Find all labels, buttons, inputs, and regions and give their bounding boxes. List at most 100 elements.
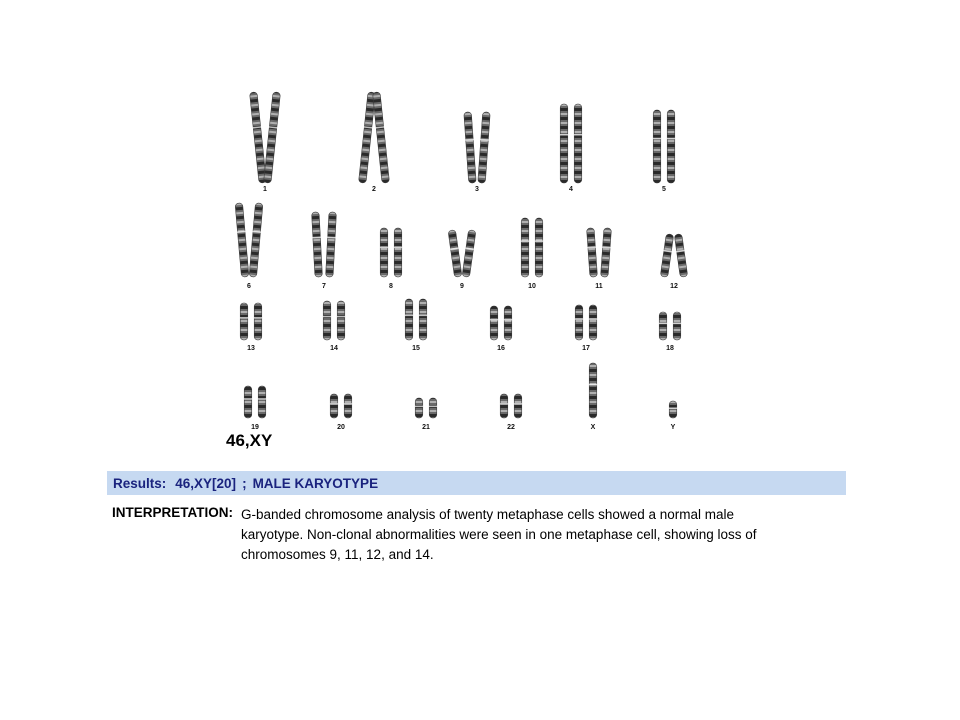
chromosome bbox=[336, 300, 346, 341]
chromosome-pair-4 bbox=[559, 103, 583, 184]
chromosome bbox=[573, 103, 583, 184]
centromere bbox=[513, 403, 523, 405]
chromosome-pair-18 bbox=[658, 311, 682, 341]
centromere bbox=[404, 314, 414, 317]
chromosome-label: 15 bbox=[412, 345, 420, 352]
centromere bbox=[652, 137, 662, 140]
chromosome bbox=[652, 109, 662, 184]
chromosome-label: 19 bbox=[251, 424, 259, 431]
centromere bbox=[327, 236, 336, 239]
chromosome-label: 20 bbox=[337, 424, 345, 431]
chromosome bbox=[559, 103, 569, 184]
chromosome bbox=[393, 227, 403, 278]
chromosome-label: 14 bbox=[330, 345, 338, 352]
centromere bbox=[257, 398, 267, 400]
chromosome bbox=[660, 233, 674, 278]
centromere bbox=[414, 405, 424, 408]
centromere bbox=[379, 246, 389, 249]
chromosome bbox=[477, 111, 491, 184]
chromosome-pairs bbox=[235, 91, 688, 419]
chromosome-pair-6 bbox=[235, 202, 263, 278]
chromosome-pair-5 bbox=[652, 109, 676, 184]
chromosome bbox=[463, 111, 477, 184]
chromosome bbox=[404, 298, 414, 341]
chromosome-label: 18 bbox=[666, 345, 674, 352]
centromere bbox=[534, 240, 544, 242]
interpretation-line: chromosomes 9, 11, 12, and 14. bbox=[241, 547, 434, 562]
chromosome bbox=[418, 298, 428, 341]
interpretation-line: G-banded chromosome analysis of twenty m… bbox=[241, 507, 734, 522]
chromosome-pair-7 bbox=[311, 211, 337, 278]
chromosome bbox=[428, 397, 438, 419]
centromere bbox=[668, 407, 678, 409]
chromosome bbox=[574, 304, 584, 341]
chromosome-label: 17 bbox=[582, 345, 590, 352]
chromosome-pair-19 bbox=[243, 385, 267, 419]
chromosome bbox=[666, 109, 676, 184]
chromosome bbox=[462, 229, 476, 278]
chromosome-label: 22 bbox=[507, 424, 515, 431]
centromere bbox=[253, 317, 263, 319]
centromere bbox=[268, 126, 278, 129]
centromere bbox=[573, 134, 583, 136]
centromere bbox=[465, 247, 474, 250]
chromosome bbox=[513, 393, 523, 419]
chromosome bbox=[586, 227, 598, 278]
chromosome bbox=[329, 393, 339, 419]
centromere bbox=[236, 230, 246, 234]
chromosome-pair-2 bbox=[358, 91, 390, 184]
centromere bbox=[252, 230, 262, 234]
chromosome-label: Y bbox=[671, 424, 676, 431]
results-bar: Results: 46,XY[20] ; MALE KARYOTYPE bbox=[107, 471, 846, 495]
chromosome-pair-15 bbox=[404, 298, 428, 341]
centromere bbox=[343, 403, 353, 405]
centromere bbox=[588, 318, 598, 320]
chromosome bbox=[343, 393, 353, 419]
results-karyotype: 46,XY[20] bbox=[175, 475, 237, 491]
centromere bbox=[574, 318, 584, 320]
centromere bbox=[465, 138, 474, 141]
chromosome bbox=[414, 397, 424, 419]
interpretation-label: INTERPRETATION: bbox=[112, 505, 233, 520]
chromosome bbox=[672, 311, 682, 341]
centromere bbox=[672, 322, 682, 325]
centromere bbox=[666, 137, 676, 140]
centromere bbox=[418, 314, 428, 317]
chromosome-label: 10 bbox=[528, 283, 536, 290]
chromosome-pair-20 bbox=[329, 393, 353, 419]
chromosome bbox=[322, 300, 332, 341]
centromere bbox=[663, 249, 672, 253]
chromosome-pair-12 bbox=[660, 233, 688, 278]
chromosome-label: 3 bbox=[475, 186, 479, 193]
centromere bbox=[239, 317, 249, 319]
centromere bbox=[312, 236, 321, 239]
chromosome bbox=[249, 91, 267, 184]
chromosome-pair-11 bbox=[586, 227, 612, 278]
centromere bbox=[559, 134, 569, 136]
chromosome bbox=[448, 229, 462, 278]
centromere bbox=[588, 383, 598, 386]
results-label: Results: bbox=[113, 475, 167, 491]
centromere bbox=[428, 405, 438, 408]
chromosome-pair-8 bbox=[379, 227, 403, 278]
chromosome bbox=[658, 311, 668, 341]
chromosome-label: 5 bbox=[662, 186, 666, 193]
chromosome-pair-9 bbox=[448, 229, 476, 278]
chromosome bbox=[668, 400, 678, 419]
karyotype-title: 46,XY bbox=[226, 431, 273, 450]
chromosome bbox=[674, 233, 688, 278]
chromosome-label: 4 bbox=[569, 186, 573, 193]
chromosome-pair-21 bbox=[414, 397, 438, 419]
chromosome bbox=[489, 305, 499, 341]
chromosome bbox=[600, 227, 612, 278]
chromosome bbox=[588, 304, 598, 341]
chromosome bbox=[358, 91, 376, 184]
centromere bbox=[480, 138, 489, 141]
chromosome bbox=[325, 211, 337, 278]
chromosome bbox=[503, 305, 513, 341]
chromosome-label: 9 bbox=[460, 283, 464, 290]
centromere bbox=[602, 246, 611, 249]
centromere bbox=[375, 126, 385, 129]
